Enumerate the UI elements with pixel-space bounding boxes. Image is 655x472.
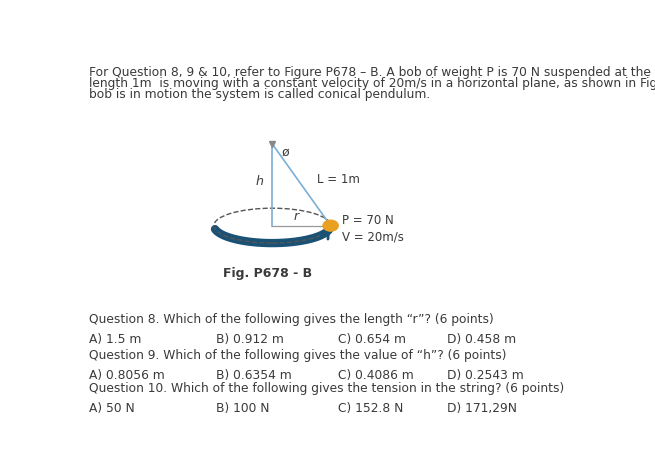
Text: ø: ø bbox=[282, 146, 289, 159]
Text: A) 1.5 m: A) 1.5 m bbox=[90, 333, 142, 346]
Text: bob is in motion the system is called conical pendulum.: bob is in motion the system is called co… bbox=[90, 87, 431, 101]
Text: B) 0.912 m: B) 0.912 m bbox=[216, 333, 284, 346]
Text: C) 0.654 m: C) 0.654 m bbox=[338, 333, 406, 346]
Text: length 1m  is moving with a constant velocity of 20m/s in a horizontal plane, as: length 1m is moving with a constant velo… bbox=[90, 76, 655, 90]
Text: D) 171,29N: D) 171,29N bbox=[447, 402, 517, 415]
Text: B) 100 N: B) 100 N bbox=[216, 402, 270, 415]
Text: B) 0.6354 m: B) 0.6354 m bbox=[216, 369, 292, 382]
Text: V = 20m/s: V = 20m/s bbox=[342, 230, 403, 243]
Text: Question 10. Which of the following gives the tension in the string? (6 points): Question 10. Which of the following give… bbox=[90, 382, 565, 395]
Circle shape bbox=[323, 220, 338, 231]
Text: P = 70 N: P = 70 N bbox=[342, 214, 394, 227]
Text: For Question 8, 9 & 10, refer to Figure P678 – B. A bob of weight P is 70 N susp: For Question 8, 9 & 10, refer to Figure … bbox=[90, 66, 655, 79]
Text: r: r bbox=[294, 210, 299, 223]
Text: Fig. P678 - B: Fig. P678 - B bbox=[223, 268, 312, 280]
Text: C) 0.4086 m: C) 0.4086 m bbox=[338, 369, 414, 382]
Text: D) 0.2543 m: D) 0.2543 m bbox=[447, 369, 524, 382]
Text: Question 8. Which of the following gives the length “r”? (6 points): Question 8. Which of the following gives… bbox=[90, 313, 495, 326]
Text: L = 1m: L = 1m bbox=[316, 173, 360, 186]
Text: C) 152.8 N: C) 152.8 N bbox=[338, 402, 403, 415]
Text: h: h bbox=[255, 175, 263, 187]
Text: A) 0.8056 m: A) 0.8056 m bbox=[90, 369, 165, 382]
Text: D) 0.458 m: D) 0.458 m bbox=[447, 333, 517, 346]
Text: Question 9. Which of the following gives the value of “h”? (6 points): Question 9. Which of the following gives… bbox=[90, 349, 507, 362]
Text: A) 50 N: A) 50 N bbox=[90, 402, 135, 415]
